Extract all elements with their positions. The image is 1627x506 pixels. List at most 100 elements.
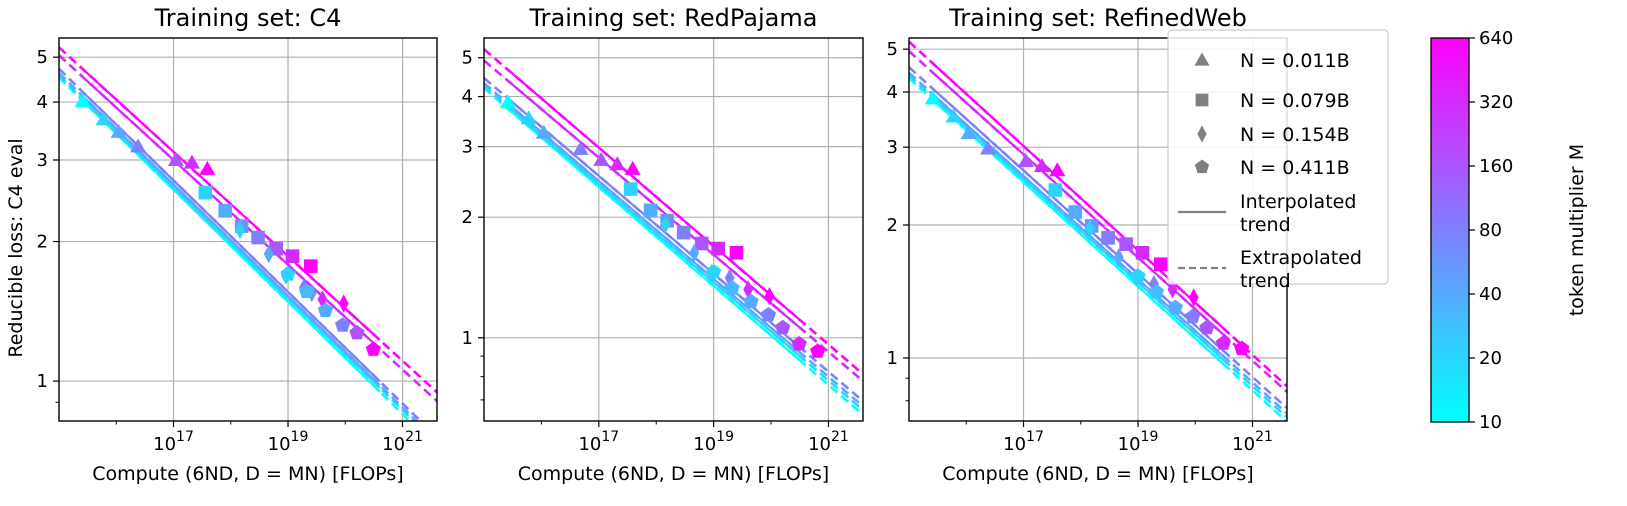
x-tick-label: 1021 (808, 429, 849, 455)
data-point-triangle (945, 108, 962, 123)
panel-title: Training set: C4 (154, 4, 342, 32)
data-point-diamond (263, 244, 274, 264)
legend-entry: N = 0.011B (1194, 50, 1350, 72)
y-tick-label: 3 (37, 150, 48, 171)
y-tick-label: 2 (37, 232, 48, 253)
plot-area (909, 40, 1287, 421)
y-tick-label: 1 (887, 348, 898, 369)
colorbar-tick-label: 640 (1479, 28, 1513, 49)
data-point-pentagon (760, 307, 776, 322)
data-point-square (676, 225, 691, 240)
y-tick-label: 1 (462, 328, 473, 349)
interpolated-trend-line (81, 97, 381, 389)
legend-marker-triangle (1194, 52, 1210, 66)
y-tick-label: 5 (37, 47, 48, 68)
legend-label: trend (1240, 270, 1291, 292)
data-point-square (251, 230, 265, 245)
interpolated-trend-line (506, 67, 807, 326)
legend-label: trend (1240, 214, 1291, 236)
data-point-square (623, 182, 638, 196)
data-point-square (285, 249, 300, 263)
data-point-pentagon (1215, 335, 1231, 350)
colorbar-tick-label: 20 (1479, 348, 1502, 369)
grid (484, 38, 863, 421)
data-point-pentagon (743, 293, 759, 309)
data-point-pentagon (349, 325, 365, 340)
y-tick-label: 1 (37, 371, 48, 392)
legend-label: Interpolated (1240, 191, 1356, 213)
data-point-pentagon (1234, 340, 1250, 356)
legend-marker-diamond (1197, 125, 1207, 143)
data-point-triangle (1033, 157, 1050, 172)
data-point-diamond (1113, 248, 1124, 267)
colorbar-tick-label: 320 (1479, 92, 1513, 113)
interpolated-trend-line (506, 106, 807, 367)
data-point-triangle (572, 140, 589, 155)
data-point-triangle (499, 94, 516, 109)
data-point-pentagon (335, 317, 351, 332)
interpolated-trend-line (931, 61, 1231, 335)
legend-label: N = 0.154B (1240, 124, 1350, 146)
data-point-pentagon (1130, 268, 1146, 283)
legend-label: N = 0.411B (1240, 157, 1350, 179)
y-tick-label: 3 (887, 137, 898, 158)
y-axis-label: Reducible loss: C4 eval (5, 138, 27, 357)
legend: N = 0.011B N = 0.079B N = 0.154B N = 0.411B… (1167, 29, 1389, 292)
data-point-square (1101, 231, 1115, 245)
legend-marker-pentagon (1194, 159, 1210, 174)
data-point-square (1048, 183, 1063, 197)
interpolated-trend-line (931, 95, 1231, 367)
legend-entry: N = 0.154B (1197, 124, 1350, 146)
y-tick-label: 4 (887, 82, 898, 103)
data-point-diamond (660, 215, 671, 234)
data-point-diamond (338, 294, 349, 313)
data-point-square (198, 185, 213, 200)
data-point-pentagon (791, 336, 807, 351)
data-point-square (643, 203, 658, 218)
x-tick-label: 1017 (153, 429, 194, 455)
data-point-pentagon (280, 266, 296, 281)
x-tick-label: 1021 (382, 429, 423, 455)
data-point-triangle (624, 160, 641, 175)
data-point-pentagon (317, 302, 333, 317)
axes-frame (58, 37, 438, 422)
interpolated-trend-line (931, 92, 1231, 363)
x-tick-label: 1019 (693, 429, 734, 455)
data-point-triangle (183, 154, 200, 169)
data-point-triangle (95, 111, 112, 126)
grid (59, 38, 437, 421)
panel-title: Training set: RefinedWeb (948, 4, 1247, 32)
data-point-square (694, 236, 709, 251)
y-tick-label: 5 (887, 39, 898, 60)
data-point-pentagon (1148, 284, 1165, 299)
colorbar-tick-label: 10 (1479, 412, 1502, 433)
y-tick-label: 5 (462, 48, 473, 69)
interpolated-trend-line (506, 96, 807, 354)
data-point-triangle (593, 151, 610, 166)
x-tick-label: 1017 (578, 429, 619, 455)
interpolated-trend-line (931, 98, 1231, 371)
data-point-square (304, 259, 318, 273)
colorbar: 10 20 40 80 160 320 640 token multiplier M (1430, 28, 1588, 433)
colorbar-tick-label: 40 (1479, 284, 1502, 305)
colorbar-tick-label: 160 (1479, 156, 1513, 177)
data-point-square (1119, 237, 1133, 251)
data-point-diamond (724, 268, 735, 288)
data-point-diamond (689, 243, 700, 262)
data-point-triangle (1049, 162, 1066, 177)
data-point-diamond (1085, 219, 1095, 239)
data-point-triangle (960, 125, 977, 140)
data-point-triangle (980, 140, 997, 155)
data-point-triangle (1017, 153, 1034, 168)
data-point-pentagon (706, 264, 722, 279)
plot-area (484, 48, 863, 416)
data-point-diamond (743, 280, 754, 299)
legend-label: N = 0.079B (1240, 90, 1350, 112)
data-point-pentagon (1199, 319, 1215, 335)
data-point-diamond (1167, 280, 1178, 299)
data-point-pentagon (1167, 299, 1183, 315)
x-tick-label: 1017 (1003, 429, 1044, 455)
data-point-triangle (74, 93, 91, 108)
data-point-triangle (535, 124, 552, 139)
